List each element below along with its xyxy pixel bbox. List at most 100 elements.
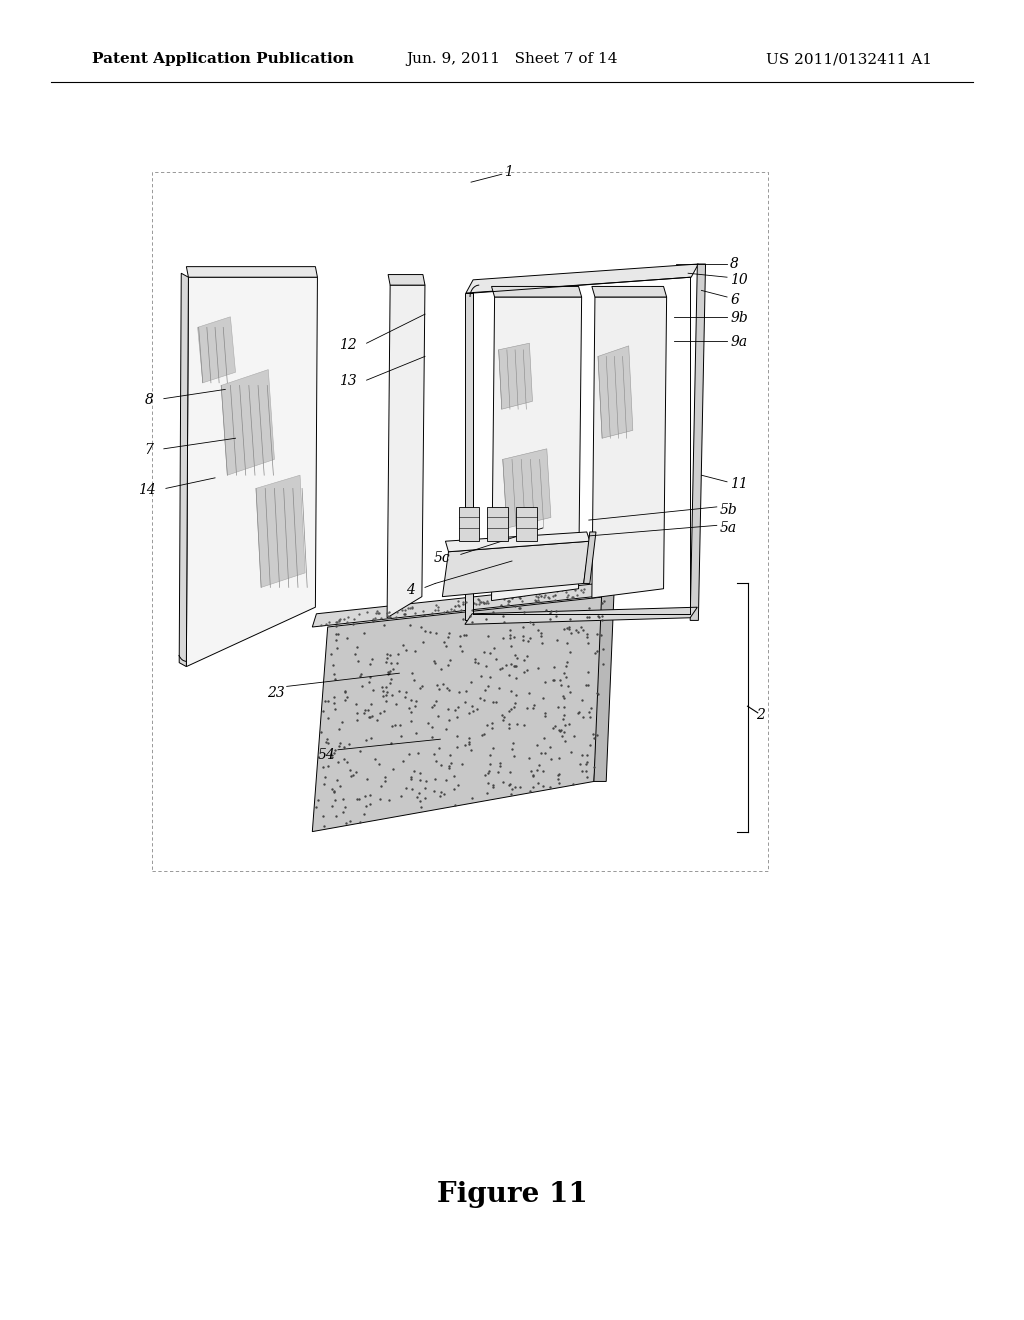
Point [554,685,570,706]
Point [427,599,443,620]
Polygon shape [465,293,473,620]
Point [504,587,520,609]
Point [317,614,334,635]
Point [451,595,467,616]
Point [480,762,497,783]
Point [519,645,536,667]
Point [535,688,551,709]
Point [542,587,558,609]
Point [506,746,522,767]
Point [395,750,412,771]
Point [426,768,442,789]
Point [581,702,597,723]
Point [589,640,605,661]
Point [530,591,547,612]
Point [319,708,336,729]
Point [384,684,400,705]
Point [458,680,474,701]
Point [472,688,488,709]
Point [387,693,403,714]
Point [326,743,342,764]
Point [506,696,522,717]
Point [392,714,409,735]
Point [570,702,587,723]
Point [550,772,566,793]
Point [562,742,579,763]
Point [586,727,602,748]
Point [329,770,345,791]
Point [317,731,334,752]
Point [560,714,577,735]
Point [548,606,564,627]
Point [502,627,518,648]
Polygon shape [487,507,508,541]
Point [382,644,398,665]
Point [525,776,542,797]
Point [506,656,522,677]
Point [472,591,488,612]
Point [530,619,547,640]
Point [435,784,452,805]
Point [530,586,547,607]
Point [446,700,463,721]
Point [554,579,570,601]
Point [473,665,489,686]
Point [501,591,517,612]
Point [341,810,357,832]
Point [528,586,545,607]
Point [371,602,387,623]
Point [558,581,574,602]
Point [551,747,567,768]
Point [402,710,419,731]
Point [330,751,346,772]
Point [461,727,477,748]
Point [380,661,396,682]
Point [501,713,517,734]
Point [553,719,569,741]
Point [402,615,419,636]
Point [393,785,410,807]
Point [361,706,378,727]
Point [470,589,486,610]
Point [543,601,559,622]
Point [593,579,609,601]
Point [336,748,352,770]
Point [515,649,531,671]
Point [365,706,381,727]
Point [352,665,369,686]
Point [362,785,379,807]
Point [335,737,351,758]
Point [345,764,361,785]
Point [400,743,417,764]
Point [601,577,617,598]
Point [426,744,442,766]
Point [481,760,498,781]
Point [327,698,343,719]
Point [545,669,561,690]
Point [397,639,414,660]
Point [585,723,601,744]
Point [323,743,339,764]
Point [456,609,472,630]
Point [403,663,420,684]
Polygon shape [387,285,425,618]
Point [373,702,389,723]
Point [372,789,388,810]
Point [316,690,333,711]
Point [468,593,484,614]
Point [378,685,394,706]
Point [441,709,458,730]
Point [383,652,399,673]
Point [537,586,553,607]
Point [328,612,344,634]
Point [451,697,467,718]
Point [561,616,578,638]
Point [455,594,471,615]
Point [378,690,394,711]
Polygon shape [312,583,598,627]
Point [508,586,524,607]
Point [441,649,458,671]
Point [575,706,592,727]
Point [413,616,429,638]
Point [347,644,364,665]
